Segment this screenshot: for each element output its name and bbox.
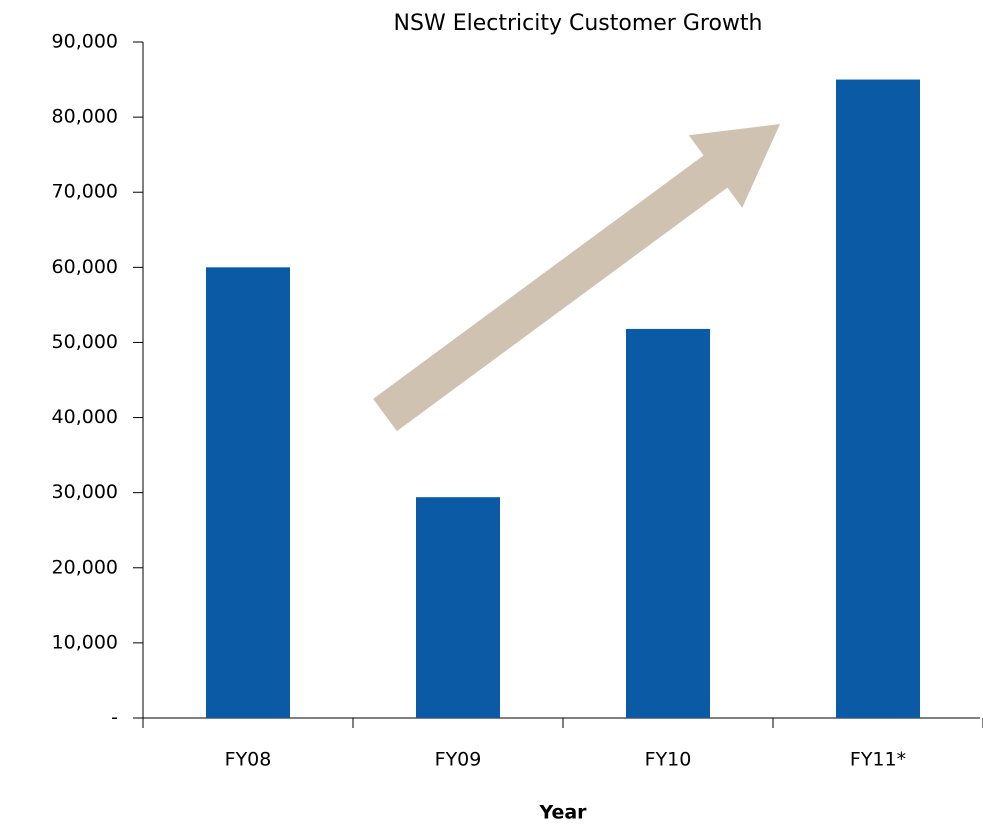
trend-arrow	[373, 124, 780, 432]
y-tick-label: 60,000	[52, 256, 118, 278]
x-tick-label: FY09	[435, 749, 482, 771]
chart-title: NSW Electricity Customer Growth	[394, 11, 763, 36]
x-axis-title: Year	[538, 802, 587, 824]
y-tick-label: 10,000	[52, 631, 118, 653]
y-tick-label: -	[111, 707, 118, 729]
bar	[416, 497, 500, 718]
y-tick-label: 70,000	[52, 181, 118, 203]
x-tick-label: FY08	[225, 749, 272, 771]
y-tick-label: 50,000	[52, 331, 118, 353]
bar	[206, 267, 290, 718]
y-tick-label: 30,000	[52, 481, 118, 503]
y-tick-label: 20,000	[52, 556, 118, 578]
x-tick-label: FY10	[645, 749, 692, 771]
bar	[836, 79, 920, 719]
y-tick-label: 90,000	[52, 31, 118, 53]
x-tick-label: FY11*	[850, 749, 906, 771]
y-tick-label: 80,000	[52, 106, 118, 128]
bar	[626, 328, 710, 718]
y-tick-label: 40,000	[52, 406, 118, 428]
